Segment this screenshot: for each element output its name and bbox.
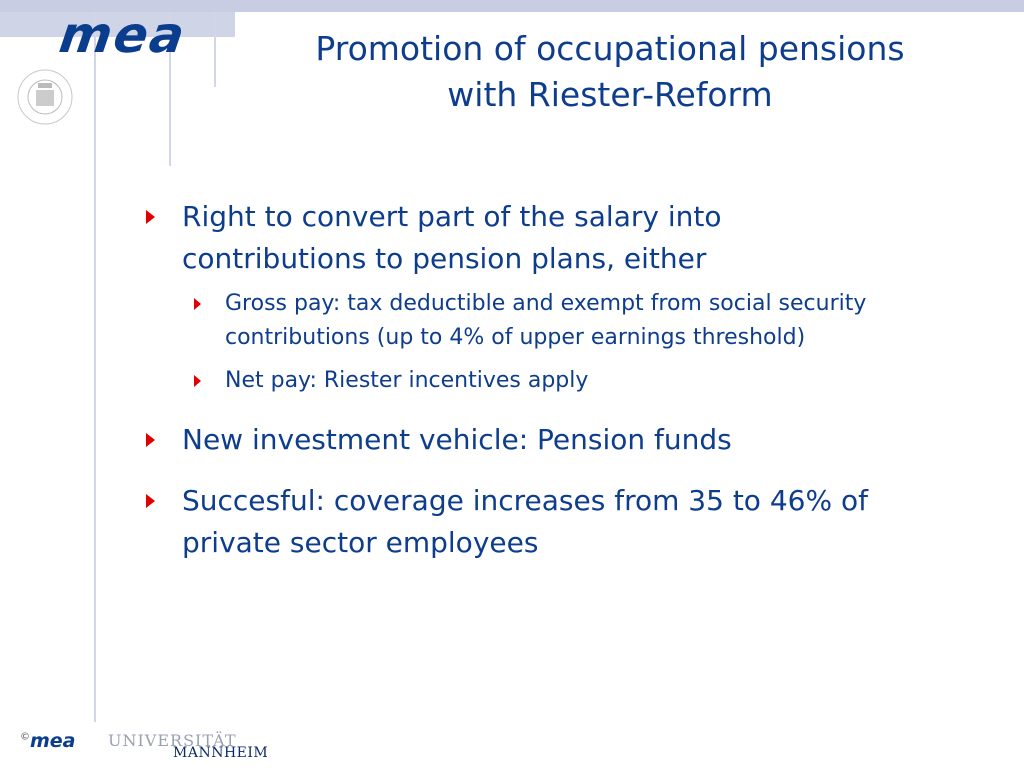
bullet-line: contributions to pension plans, either	[182, 242, 707, 275]
subbullet-line: contributions (up to 4% of upper earning…	[225, 325, 806, 350]
subbullet-line: Gross pay: tax deductible and exempt fro…	[225, 291, 867, 316]
subbullet-icon	[194, 298, 201, 310]
bullet-line: Right to convert part of the salary into	[182, 200, 722, 233]
bullet-line: Succesful: coverage increases from 35 to…	[182, 484, 868, 517]
subbullet-text: Gross pay: tax deductible and exempt fro…	[225, 287, 866, 355]
university-logo-line1: UNIVERSITÄT	[108, 731, 237, 750]
slide-title: Promotion of occupational pensions with …	[200, 26, 1020, 118]
bullet-line: private sector employees	[182, 526, 539, 559]
title-line: with Riester-Reform	[447, 75, 773, 114]
footer-logo-text: mea	[30, 730, 76, 752]
subbullet-text: Net pay: Riester incentives apply	[225, 364, 588, 398]
title-line: Promotion of occupational pensions	[315, 29, 905, 68]
bullet-icon	[146, 433, 155, 447]
logo-band	[0, 12, 235, 37]
copyright-mark: ©	[20, 731, 30, 743]
mea-logo: mea	[55, 6, 190, 64]
divider-line	[169, 12, 171, 166]
header-band	[0, 0, 1024, 12]
subbullet-icon	[194, 375, 201, 387]
divider-line	[214, 12, 216, 87]
bullet-line: New investment vehicle: Pension funds	[182, 423, 732, 456]
divider-line	[94, 12, 96, 722]
footer-mea-logo: ©mea	[20, 730, 76, 752]
bullet-text: New investment vehicle: Pension funds	[182, 419, 732, 461]
university-seal-icon	[17, 69, 73, 125]
bullet-icon	[146, 494, 155, 508]
bullet-text: Succesful: coverage increases from 35 to…	[182, 480, 868, 564]
university-logo-line2: MANNHEIM	[173, 745, 269, 761]
bullet-icon	[146, 210, 155, 224]
bullet-text: Right to convert part of the salary into…	[182, 196, 721, 280]
subbullet-line: Net pay: Riester incentives apply	[225, 368, 589, 393]
